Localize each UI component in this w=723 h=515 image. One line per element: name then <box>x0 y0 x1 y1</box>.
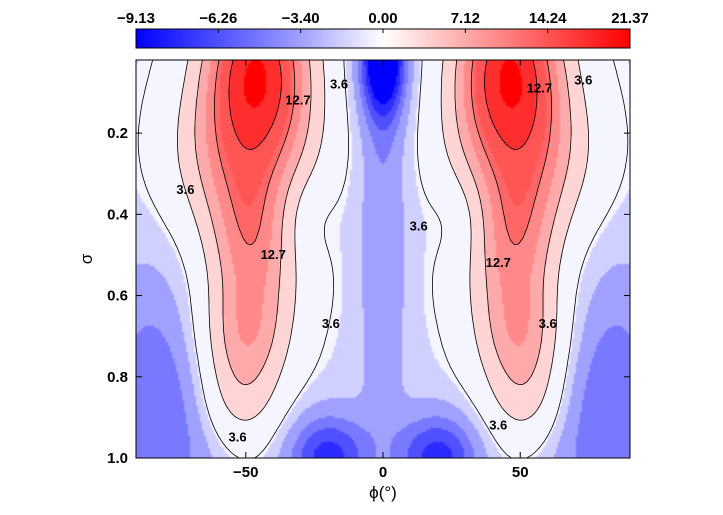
contour-label: 3.6 <box>176 182 194 197</box>
x-tick-label: 50 <box>512 464 529 481</box>
contour-label: 3.6 <box>539 316 557 331</box>
y-tick-label: 0.8 <box>107 369 128 386</box>
contour-label: 3.6 <box>410 219 428 234</box>
contour-line <box>214 60 552 246</box>
contour-label: 12.7 <box>285 93 310 108</box>
contour-label: 12.7 <box>527 80 552 95</box>
colorbar-tick-label: 7.12 <box>451 10 480 27</box>
contour-label: 12.7 <box>261 247 286 262</box>
colorbar-tick-label: −3.40 <box>282 10 320 27</box>
x-tick-label: −50 <box>233 464 258 481</box>
contour-labels: 3.6 3.6 12.7 12.7 3.6 3.6 3.6 12.7 12.7 3.6 3.6 3.6 <box>176 72 592 444</box>
axis-ticks: −50 0 50 0.2 0.4 0.6 0.8 1.0 <box>107 60 630 481</box>
colorbar: −9.13 −6.26 −3.40 0.00 7.12 14.24 21.37 <box>117 10 649 49</box>
x-tick-label: 0 <box>379 464 387 481</box>
colorbar-tick-label: 0.00 <box>368 10 397 27</box>
contour-line <box>194 60 572 385</box>
contour-label: 3.6 <box>229 430 247 445</box>
colorbar-tick-label: −9.13 <box>117 10 155 27</box>
y-axis-title: σ <box>77 253 96 264</box>
contour-lines <box>137 60 629 458</box>
colorbar-tick-label: 21.37 <box>611 10 649 27</box>
contour-line <box>137 60 629 458</box>
contour-line <box>177 60 589 421</box>
y-tick-label: 0.6 <box>107 288 128 305</box>
contour-line <box>228 60 538 150</box>
contour-label: 3.6 <box>330 76 348 91</box>
colorbar-tick-label: 14.24 <box>529 10 567 27</box>
colorbar-ticks: −9.13 −6.26 −3.40 0.00 7.12 14.24 21.37 <box>117 10 649 33</box>
contour-label: 3.6 <box>574 72 592 87</box>
x-axis-title: ϕ(°) <box>369 483 397 502</box>
contour-label: 3.6 <box>322 316 340 331</box>
plot-area: 3.63.612.712.73.63.63.612.712.73.63.63.6… <box>107 59 631 481</box>
field-heatmap <box>136 60 630 458</box>
colorbar-tick-label: −6.26 <box>199 10 237 27</box>
contour-label: 12.7 <box>486 255 511 270</box>
contour-label: 3.6 <box>489 418 507 433</box>
y-tick-label: 0.4 <box>107 206 129 223</box>
y-tick-label: 0.2 <box>107 125 128 142</box>
y-tick-label: 1.0 <box>107 450 128 467</box>
